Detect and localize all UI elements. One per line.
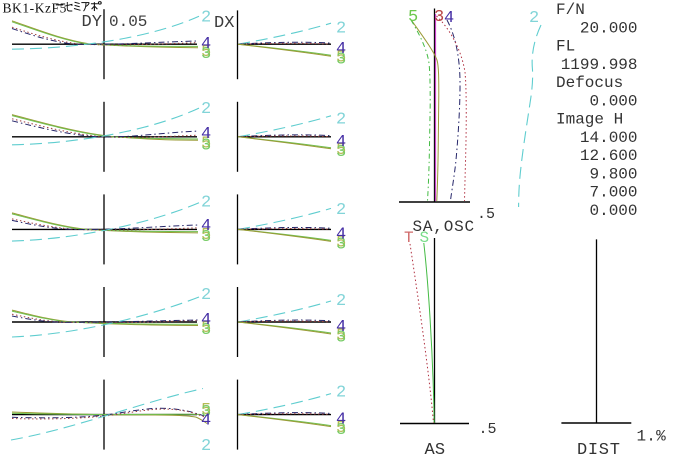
svg-text:2: 2 bbox=[201, 437, 211, 456]
svg-text:3: 3 bbox=[201, 321, 211, 340]
svg-text:AS: AS bbox=[425, 441, 446, 460]
svg-text:4: 4 bbox=[336, 318, 346, 337]
svg-text:5: 5 bbox=[336, 234, 346, 253]
svg-text:3: 3 bbox=[336, 421, 346, 440]
svg-text:5: 5 bbox=[201, 135, 211, 154]
svg-text:20.000: 20.000 bbox=[580, 19, 638, 37]
svg-text:4: 4 bbox=[201, 125, 211, 144]
svg-text:5: 5 bbox=[201, 43, 211, 62]
svg-text:1199.998: 1199.998 bbox=[561, 56, 638, 74]
svg-text:2: 2 bbox=[201, 194, 211, 213]
svg-text:9.800: 9.800 bbox=[589, 165, 637, 183]
svg-text:0.05: 0.05 bbox=[109, 13, 147, 31]
svg-text:3: 3 bbox=[201, 45, 211, 64]
svg-text:3: 3 bbox=[336, 51, 346, 70]
svg-text:.5: .5 bbox=[479, 421, 497, 438]
svg-text:2: 2 bbox=[201, 286, 211, 305]
svg-text:4: 4 bbox=[336, 411, 346, 430]
svg-text:5: 5 bbox=[408, 8, 418, 27]
svg-text:2: 2 bbox=[336, 20, 346, 39]
svg-text:2: 2 bbox=[201, 9, 211, 28]
svg-text:3: 3 bbox=[434, 8, 444, 27]
svg-text:Defocus: Defocus bbox=[556, 74, 623, 92]
svg-text:5: 5 bbox=[201, 319, 211, 338]
svg-text:5: 5 bbox=[201, 401, 211, 420]
svg-text:2: 2 bbox=[336, 292, 346, 311]
svg-text:4: 4 bbox=[444, 9, 454, 28]
svg-text:3: 3 bbox=[201, 228, 211, 247]
svg-text:SA,OSC: SA,OSC bbox=[413, 218, 475, 236]
svg-text:2: 2 bbox=[336, 201, 346, 220]
svg-text:3: 3 bbox=[336, 328, 346, 347]
svg-text:4: 4 bbox=[201, 35, 211, 54]
svg-text:DIST: DIST bbox=[577, 441, 621, 460]
svg-text:4: 4 bbox=[201, 412, 211, 431]
svg-text:12.600: 12.600 bbox=[580, 147, 638, 165]
svg-text:.5: .5 bbox=[477, 206, 495, 223]
svg-text:Image H: Image H bbox=[556, 111, 623, 129]
svg-text:14.000: 14.000 bbox=[580, 129, 638, 147]
svg-text:2: 2 bbox=[201, 100, 211, 119]
svg-text:FL: FL bbox=[556, 38, 575, 56]
svg-text:5: 5 bbox=[336, 326, 346, 345]
svg-text:5: 5 bbox=[201, 226, 211, 245]
svg-text:F/N: F/N bbox=[556, 1, 585, 19]
svg-text:5: 5 bbox=[336, 49, 346, 68]
svg-text:DX: DX bbox=[214, 14, 234, 33]
svg-text:2: 2 bbox=[529, 9, 539, 28]
svg-text:3: 3 bbox=[201, 137, 211, 156]
svg-text:DY: DY bbox=[82, 13, 102, 32]
svg-text:7.000: 7.000 bbox=[589, 184, 637, 202]
svg-text:BK1-KzF5: BK1-KzF5 bbox=[3, 0, 67, 15]
svg-text:5: 5 bbox=[336, 419, 346, 438]
svg-text:4: 4 bbox=[336, 225, 346, 244]
svg-text:4: 4 bbox=[336, 40, 346, 59]
svg-text:0.000: 0.000 bbox=[589, 92, 637, 110]
svg-text:5: 5 bbox=[336, 141, 346, 160]
svg-text:4: 4 bbox=[336, 133, 346, 152]
svg-text:2: 2 bbox=[336, 110, 346, 129]
svg-text:1.%: 1.% bbox=[637, 428, 667, 446]
svg-text:3: 3 bbox=[336, 143, 346, 162]
svg-text:3: 3 bbox=[201, 403, 211, 422]
svg-text:4: 4 bbox=[201, 217, 211, 236]
svg-text:4: 4 bbox=[201, 311, 211, 330]
svg-text:S: S bbox=[420, 229, 430, 247]
svg-text:3: 3 bbox=[336, 236, 346, 255]
svg-text:0.000: 0.000 bbox=[589, 202, 637, 220]
svg-text:2: 2 bbox=[336, 384, 346, 403]
svg-text:T: T bbox=[404, 229, 414, 247]
